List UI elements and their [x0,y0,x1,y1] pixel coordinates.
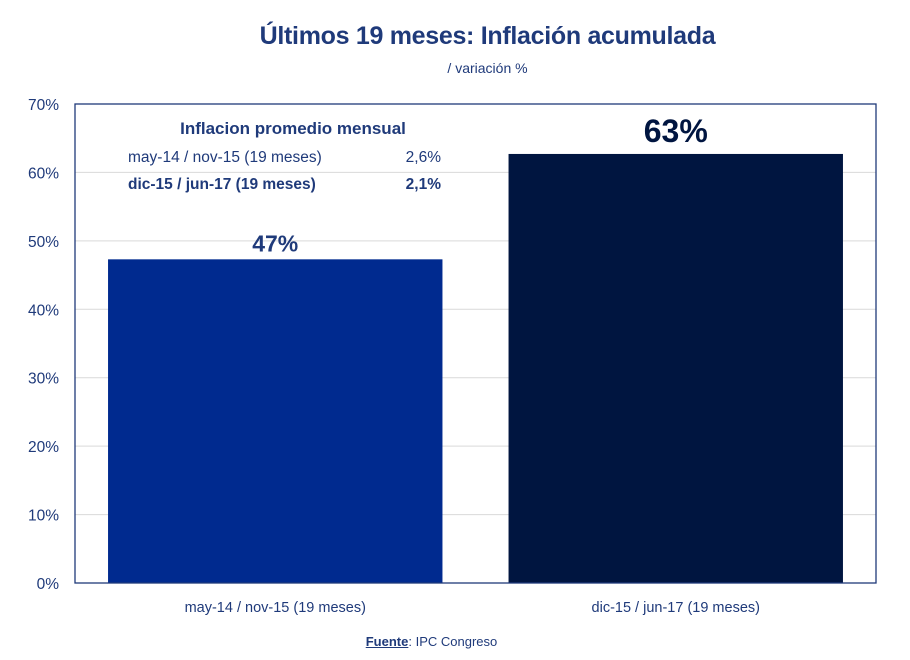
bar [508,153,843,583]
x-axis-labels: may-14 / nov-15 (19 meses) dic-15 / jun-1… [185,600,760,616]
y-tick-label: 40% [28,302,59,319]
y-tick-label: 10% [28,508,59,525]
x-tick-label: dic-15 / jun-17 (19 meses) [592,600,760,616]
source-separator: : [408,634,416,649]
y-tick-label: 20% [28,439,59,456]
source-value: IPC Congreso [415,634,498,649]
inset-table: Inflacion promedio mensual may-14 / nov-… [128,119,441,193]
source-label: Fuente [365,634,409,649]
y-tick-label: 0% [37,576,60,593]
plot-frame [74,103,877,584]
plot-border [74,103,877,584]
data-label: 63% [644,113,708,149]
y-tick-label: 50% [28,234,59,251]
inset-row-period: dic-15 / jun-17 (19 meses) [128,176,316,193]
y-tick-label: 30% [28,371,59,388]
bar [108,259,443,583]
bars [108,153,843,583]
inset-table-header: Inflacion promedio mensual [180,119,406,138]
chart-title: Últimos 19 meses: Inflación acumulada [259,22,716,50]
inset-row-period: may-14 / nov-15 (19 meses) [128,149,322,166]
chart-subtitle: / variación % [447,60,528,76]
y-tick-label: 70% [28,97,59,114]
inset-row-value: 2,6% [406,149,442,166]
source-note: Fuente: IPC Congreso [0,634,863,649]
x-tick-label: may-14 / nov-15 (19 meses) [185,600,366,616]
data-labels: 47% 63% [252,113,708,256]
y-tick-label: 60% [28,165,59,182]
inset-row-value: 2,1% [406,176,442,193]
y-axis-ticks: 0% 10% 20% 30% 40% 50% 60% 70% [28,97,59,593]
data-label: 47% [252,230,298,256]
